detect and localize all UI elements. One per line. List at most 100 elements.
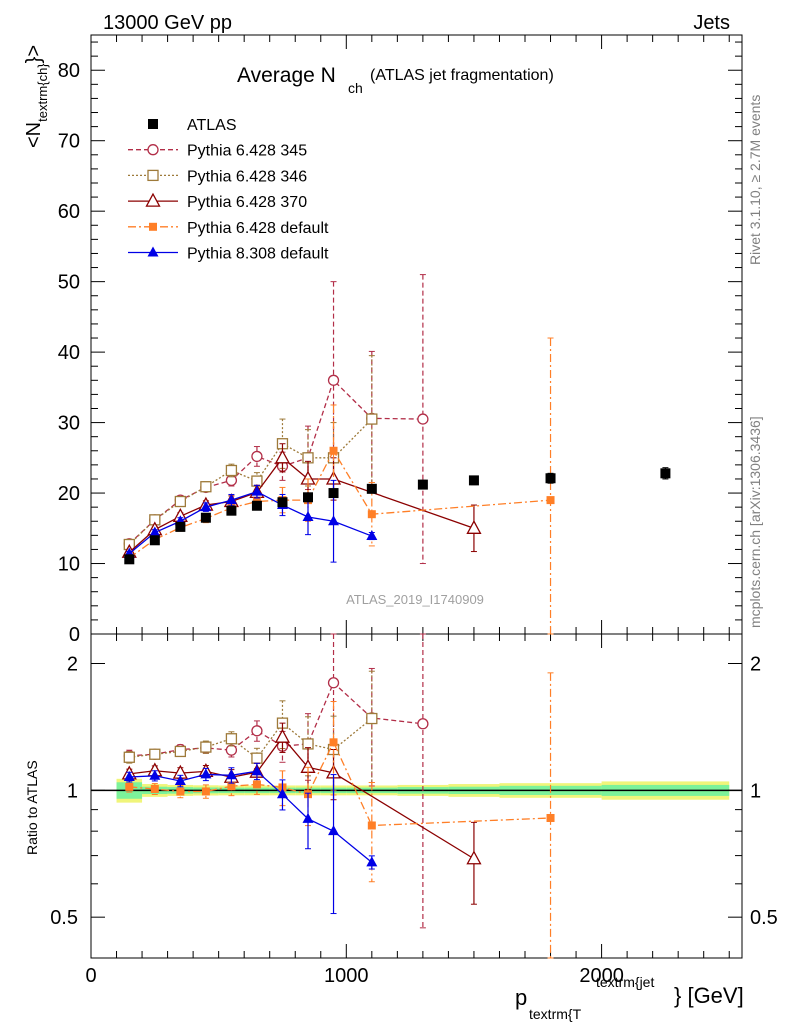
point-p345 bbox=[417, 413, 429, 425]
point-atlas bbox=[175, 521, 186, 532]
ratio-point-p8def bbox=[328, 825, 340, 836]
ratio-point-p370 bbox=[466, 850, 482, 865]
title-suffix: (ATLAS jet fragmentation) bbox=[370, 67, 554, 84]
point-p345 bbox=[327, 374, 340, 386]
ratio-point-p6def bbox=[201, 787, 210, 796]
plot-title: Average N ch (ATLAS jet fragmentation) bbox=[237, 64, 554, 96]
legend-item-p370: Pythia 6.428 370 bbox=[128, 192, 307, 211]
ratio-band bbox=[91, 778, 742, 803]
title-main: Average N bbox=[237, 64, 336, 87]
ratio-point-p6def bbox=[125, 782, 134, 791]
series-atlas bbox=[124, 467, 671, 565]
point-atlas bbox=[251, 500, 262, 511]
ratio-point-p8def bbox=[251, 765, 263, 776]
point-atlas bbox=[660, 468, 671, 479]
ratio-line-p6def bbox=[129, 740, 551, 827]
point-p6def bbox=[329, 446, 338, 455]
analysis-watermark: ATLAS_2019_I1740909 bbox=[346, 592, 484, 607]
mcplots-label: mcplots.cern.ch [arXiv:1306.3436] bbox=[747, 416, 763, 628]
ratio-point-p346 bbox=[123, 751, 135, 763]
ratio-point-p6def bbox=[252, 780, 261, 789]
ratio-point-p8def bbox=[366, 856, 378, 867]
y-axis-main-label: <Ntextrm{ch}}> bbox=[23, 45, 50, 148]
point-p8def bbox=[251, 485, 263, 496]
axis-ticks: 0 1000 2000 0 10 20 30 40 50 60 70 80 0.5 0.5 1 1 2 2 bbox=[50, 35, 778, 987]
legend-item-atlas: ATLAS bbox=[148, 117, 237, 134]
ratio-point-p8def bbox=[276, 788, 288, 799]
x-label-post: } [GeV] bbox=[674, 983, 744, 1008]
y-main-label-post: }> bbox=[23, 45, 45, 63]
point-atlas bbox=[124, 554, 135, 565]
ratio-line-p370 bbox=[129, 736, 475, 860]
ratio-point-p346 bbox=[251, 752, 263, 764]
ratio-point-p346 bbox=[225, 733, 238, 745]
series-line-p8def bbox=[128, 490, 373, 555]
ratio-point-p6def bbox=[546, 813, 555, 822]
ratio-point-p345 bbox=[417, 718, 429, 730]
point-p370 bbox=[274, 449, 291, 464]
ratio-point-p8def bbox=[225, 769, 237, 780]
point-atlas bbox=[277, 497, 288, 508]
y-tick-label-main: 40 bbox=[58, 342, 80, 364]
point-p8def bbox=[366, 530, 378, 541]
legend-marker-atlas bbox=[148, 119, 158, 129]
point-p345 bbox=[251, 450, 263, 463]
ratio-point-p6def bbox=[227, 782, 236, 791]
ratio-point-p345 bbox=[251, 725, 263, 737]
y-tick-label-main: 60 bbox=[58, 201, 80, 223]
series-p6def bbox=[125, 337, 555, 635]
point-atlas bbox=[545, 473, 556, 484]
legend-marker-p8def bbox=[147, 246, 159, 257]
point-atlas bbox=[226, 505, 237, 516]
ratio-point-p6def bbox=[176, 787, 185, 796]
y-tick-label-main: 70 bbox=[58, 131, 80, 153]
legend-label-p346: Pythia 6.428 346 bbox=[187, 168, 307, 185]
ratio-point-p8def bbox=[174, 774, 186, 785]
legend-label-p345: Pythia 6.428 345 bbox=[187, 143, 307, 160]
ratio-point-p346 bbox=[174, 745, 187, 758]
point-p8def bbox=[149, 526, 161, 537]
series-p8def bbox=[123, 479, 378, 563]
y-tick-label-main: 10 bbox=[58, 554, 80, 576]
y-tick-label-ratio-right: 1 bbox=[750, 780, 761, 802]
legend-item-p346: Pythia 6.428 346 bbox=[128, 168, 307, 185]
point-atlas bbox=[468, 475, 479, 486]
ratio-series-p6def bbox=[125, 672, 555, 959]
y-tick-label-main: 50 bbox=[58, 272, 80, 294]
ratio-point-p8def bbox=[302, 812, 314, 823]
ratio-point-p8def bbox=[123, 771, 135, 782]
x-tick-label: 2000 bbox=[579, 965, 624, 987]
y-tick-label-main: 0 bbox=[69, 624, 80, 646]
legend-label-p370: Pythia 6.428 370 bbox=[187, 194, 307, 211]
series-line-p6def bbox=[128, 449, 551, 559]
ratio-series-p345 bbox=[123, 633, 429, 929]
series-line-p370 bbox=[128, 456, 475, 553]
y-tick-label-main: 80 bbox=[58, 60, 80, 82]
point-atlas bbox=[417, 479, 428, 490]
point-p6def bbox=[546, 496, 555, 505]
point-p346 bbox=[366, 413, 378, 425]
ratio-point-p345 bbox=[327, 677, 340, 689]
ratio-line-p8def bbox=[129, 770, 373, 863]
ratio-point-p346 bbox=[366, 712, 378, 725]
legend-label-p6def: Pythia 6.428 default bbox=[187, 220, 329, 237]
series-line-p345 bbox=[128, 379, 423, 545]
legend-marker-p6def bbox=[149, 222, 157, 231]
x-tick-label: 1000 bbox=[324, 965, 369, 987]
x-label-sup: textrm{jet bbox=[596, 974, 654, 990]
ratio-point-p346 bbox=[200, 741, 212, 753]
y-tick-label-ratio: 1 bbox=[67, 780, 78, 802]
y-axis-ratio-label: Ratio to ATLAS bbox=[24, 760, 40, 855]
ratio-series-p8def bbox=[123, 762, 378, 915]
legend-item-p345: Pythia 6.428 345 bbox=[128, 143, 307, 160]
legend-label-p8def: Pythia 8.308 default bbox=[187, 246, 329, 263]
y-tick-label-main: 30 bbox=[58, 413, 80, 435]
point-p8def bbox=[225, 494, 237, 505]
legend-item-p8def: Pythia 8.308 default bbox=[128, 246, 329, 263]
x-label-p: p bbox=[515, 985, 527, 1010]
point-atlas bbox=[303, 492, 313, 503]
legend-marker-p346 bbox=[147, 169, 159, 182]
ratio-point-p6def bbox=[329, 738, 338, 747]
rivet-label: Rivet 3.1.10, ≥ 2.7M events bbox=[747, 95, 763, 265]
